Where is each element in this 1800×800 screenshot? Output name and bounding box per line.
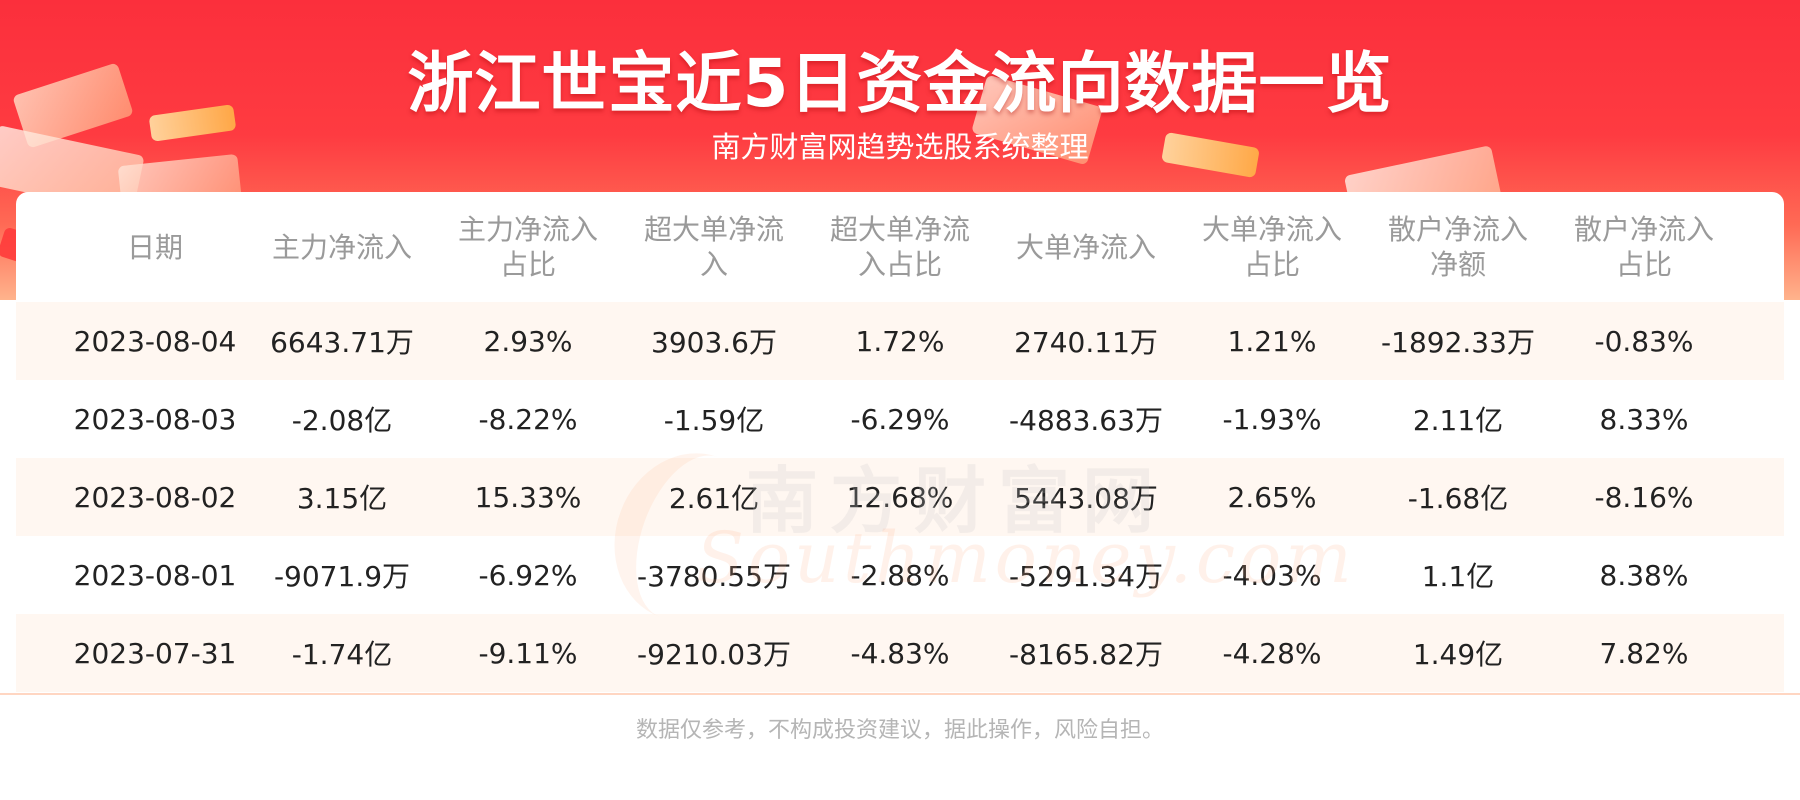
- value-cell: 1.21%: [1227, 324, 1317, 358]
- value-cell: -1.68亿: [1407, 482, 1509, 515]
- value-cell: -8.16%: [1594, 480, 1694, 514]
- column-header: 日期: [126, 230, 183, 264]
- footer-divider: [0, 693, 1800, 695]
- value-cell: -9071.9万: [273, 560, 411, 593]
- value-cell: -2.88%: [850, 558, 950, 592]
- value-cell: 2.65%: [1227, 480, 1317, 514]
- value-cell: -6.29%: [850, 402, 950, 436]
- value-cell: 3.15亿: [296, 482, 388, 515]
- value-cell: 5443.08万: [1014, 482, 1158, 515]
- value-cell: -0.83%: [1594, 324, 1694, 358]
- value-cell: 2.61亿: [668, 482, 760, 515]
- date-cell: 2023-08-01: [73, 558, 237, 592]
- column-header: 大单净流入: [1015, 230, 1156, 264]
- value-cell: 1.49亿: [1412, 638, 1504, 671]
- value-cell: -4.28%: [1222, 636, 1322, 670]
- value-cell: -3780.55万: [637, 560, 791, 593]
- column-header: 散户净流入占比: [1573, 213, 1714, 281]
- date-cell: 2023-08-02: [73, 480, 237, 514]
- value-cell: -4.03%: [1222, 558, 1322, 592]
- value-cell: -9.11%: [478, 636, 578, 670]
- date-cell: 2023-08-03: [73, 402, 237, 436]
- column-header: 散户净流入净额: [1387, 213, 1528, 281]
- value-cell: 8.38%: [1599, 558, 1689, 592]
- table-row: 2023-07-31 -1.74亿 -9.11% -9210.03万 -4.83% -81…: [16, 614, 1784, 692]
- page-subtitle: 南方财富网趋势选股系统整理: [711, 130, 1089, 164]
- value-cell: -4883.63万: [1009, 404, 1163, 437]
- table-row: 2023-08-01 -9071.9万 -6.92% -3780.55万 -2.88% -…: [16, 536, 1784, 614]
- column-header: 主力净流入: [271, 230, 412, 264]
- value-cell: 6643.71万: [270, 326, 414, 359]
- value-cell: 7.82%: [1599, 636, 1689, 670]
- table-row: 2023-08-04 6643.71万 2.93% 3903.6万 1.72% 2740.…: [16, 302, 1784, 380]
- table-row: 2023-08-03 -2.08亿 -8.22% -1.59亿 -6.29% -4883.…: [16, 380, 1784, 458]
- value-cell: -2.08亿: [291, 404, 393, 437]
- value-cell: 1.72%: [855, 324, 945, 358]
- value-cell: 3903.6万: [651, 326, 777, 359]
- value-cell: 2.11亿: [1412, 404, 1504, 437]
- value-cell: -4.83%: [850, 636, 950, 670]
- value-cell: 12.68%: [846, 480, 954, 514]
- column-header: 超大单净流入占比: [829, 213, 970, 281]
- data-table-card: 日期 主力净流入 主力净流入占比 超大单净流入 超大单净流入占比 大单净流入 大单净流入占比…: [16, 192, 1784, 800]
- value-cell: -8.22%: [478, 402, 578, 436]
- value-cell: -6.92%: [478, 558, 578, 592]
- value-cell: -1892.33万: [1381, 326, 1535, 359]
- column-header: 大单净流入占比: [1201, 213, 1342, 281]
- value-cell: 8.33%: [1599, 402, 1689, 436]
- date-cell: 2023-07-31: [73, 636, 237, 670]
- column-header: 主力净流入占比: [457, 213, 598, 281]
- value-cell: 15.33%: [474, 480, 582, 514]
- table-row: 2023-08-02 3.15亿 15.33% 2.61亿 12.68% 5443.08万…: [16, 458, 1784, 536]
- page-title: 浙江世宝近5日资金流向数据一览: [407, 45, 1393, 122]
- value-cell: -1.59亿: [663, 404, 765, 437]
- value-cell: -5291.34万: [1009, 560, 1163, 593]
- value-cell: -8165.82万: [1009, 638, 1163, 671]
- column-header: 超大单净流入: [643, 213, 784, 281]
- value-cell: -9210.03万: [637, 638, 791, 671]
- value-cell: -1.74亿: [291, 638, 393, 671]
- value-cell: 2.93%: [483, 324, 573, 358]
- table-header: 日期 主力净流入 主力净流入占比 超大单净流入 超大单净流入占比 大单净流入 大单净流入占比…: [16, 192, 1784, 302]
- value-cell: 1.1亿: [1421, 560, 1495, 593]
- disclaimer-text: 数据仅参考，不构成投资建议，据此操作，风险自担。: [635, 718, 1164, 743]
- value-cell: -1.93%: [1222, 402, 1322, 436]
- date-cell: 2023-08-04: [73, 324, 237, 358]
- value-cell: 2740.11万: [1014, 326, 1158, 359]
